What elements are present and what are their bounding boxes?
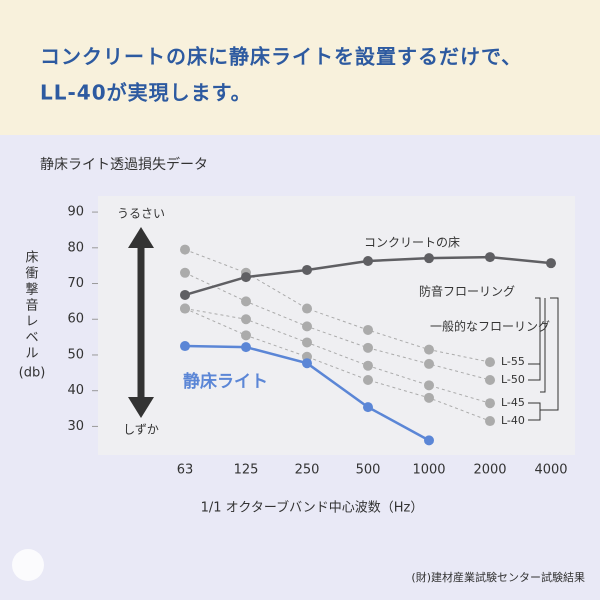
- point: [180, 267, 190, 278]
- series-line: [184, 272, 491, 381]
- point: [241, 272, 251, 283]
- series-label: L-50: [501, 373, 525, 386]
- point: [302, 337, 312, 348]
- point: [241, 314, 251, 325]
- x-tick-label: 125: [234, 463, 259, 478]
- series-label: L-40: [501, 414, 525, 427]
- headline: コンクリートの床に静床ライトを設置するだけで、: [40, 45, 522, 69]
- y-axis-unit: (db): [19, 366, 46, 381]
- x-tick-label: 2000: [473, 463, 506, 478]
- group-label: 一般的なフローリング: [430, 319, 550, 334]
- point: [363, 360, 373, 371]
- series-label: L-55: [501, 355, 525, 368]
- header-band: [0, 0, 600, 135]
- point: [180, 303, 190, 314]
- chart-title: 静床ライト透過損失データ: [40, 156, 208, 173]
- point: [241, 342, 251, 353]
- group-label: 防音フローリング: [419, 284, 515, 299]
- arrow-head: [128, 227, 154, 248]
- y-tick-label: 90: [67, 205, 84, 220]
- y-axis-label: 音: [25, 298, 38, 314]
- y-tick-label: 60: [67, 312, 84, 327]
- point: [302, 303, 312, 314]
- arrow-head: [128, 397, 154, 418]
- point: [180, 244, 190, 255]
- logo: [12, 549, 44, 581]
- y-axis-label: 衝: [25, 267, 38, 282]
- point: [302, 264, 312, 275]
- y-tick-label: 70: [67, 276, 84, 291]
- point: [363, 374, 373, 385]
- arrow-label: うるさい: [117, 207, 165, 221]
- point: [363, 342, 373, 353]
- point: [302, 358, 312, 369]
- y-tick-label: 50: [67, 347, 84, 362]
- source: (財)建材産業試験センター試験結果: [411, 570, 585, 584]
- point: [424, 380, 434, 391]
- y-axis-label: 床: [25, 251, 38, 266]
- y-axis-label: ベ: [25, 331, 38, 346]
- point: [363, 256, 373, 267]
- arrow-label: しずか: [123, 423, 159, 437]
- point: [241, 330, 251, 341]
- headline: LL-40が実現します。: [40, 81, 252, 105]
- point: [485, 398, 495, 409]
- series-label: L-45: [501, 396, 525, 409]
- x-tick-label: 4000: [534, 463, 567, 478]
- x-tick-label: 500: [356, 463, 381, 478]
- point: [424, 392, 434, 403]
- series-label: 静床ライト: [183, 371, 268, 392]
- point: [363, 324, 373, 335]
- y-axis-label: 撃: [25, 282, 38, 298]
- point: [424, 435, 434, 446]
- y-tick-label: 80: [67, 240, 84, 255]
- point: [241, 296, 251, 307]
- point: [485, 416, 495, 427]
- point: [485, 252, 495, 263]
- brackets: [528, 297, 559, 421]
- y-axis-label: ル: [25, 347, 38, 362]
- y-axis-label: レ: [25, 315, 38, 330]
- y-tick-label: 40: [67, 383, 84, 398]
- point: [363, 402, 373, 413]
- series-line: [184, 249, 491, 363]
- series-label: コンクリートの床: [364, 236, 460, 250]
- point: [424, 344, 434, 355]
- x-tick-label: 1000: [412, 463, 445, 478]
- point: [424, 253, 434, 264]
- point: [302, 321, 312, 332]
- point: [485, 357, 495, 368]
- point: [180, 289, 190, 300]
- x-axis-label: 1/1 オクターブバンド中心波数（Hz）: [201, 500, 424, 516]
- plot-area: [98, 196, 575, 455]
- x-tick-label: 63: [177, 463, 194, 478]
- y-tick-label: 30: [67, 419, 84, 434]
- x-tick-label: 250: [295, 463, 320, 478]
- point: [485, 374, 495, 385]
- series-line: [184, 308, 491, 422]
- point: [180, 341, 190, 352]
- point: [424, 358, 434, 369]
- point: [546, 258, 556, 269]
